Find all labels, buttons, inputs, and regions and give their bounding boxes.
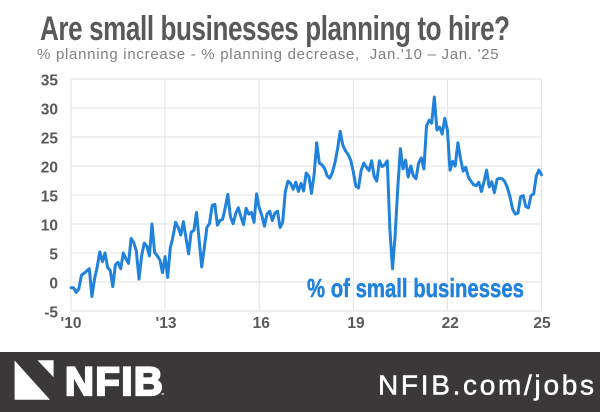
svg-text:22: 22 [442,315,459,332]
svg-text:-5: -5 [44,304,58,321]
svg-text:19: 19 [347,315,365,332]
svg-text:NFIB: NFIB [65,360,164,404]
svg-text:10: 10 [41,217,58,234]
svg-text:'10: '10 [61,315,82,332]
svg-text:35: 35 [41,72,59,89]
svg-text:0: 0 [49,275,58,292]
svg-text:25: 25 [41,130,59,147]
svg-text:20: 20 [41,159,58,176]
svg-text:16: 16 [253,315,271,332]
svg-text:NFIB.com/jobs: NFIB.com/jobs [378,370,597,401]
svg-text:15: 15 [41,188,59,205]
svg-text:30: 30 [41,101,58,118]
svg-text:25: 25 [533,315,551,332]
svg-text:'13: '13 [156,315,177,332]
svg-text:5: 5 [49,246,58,263]
